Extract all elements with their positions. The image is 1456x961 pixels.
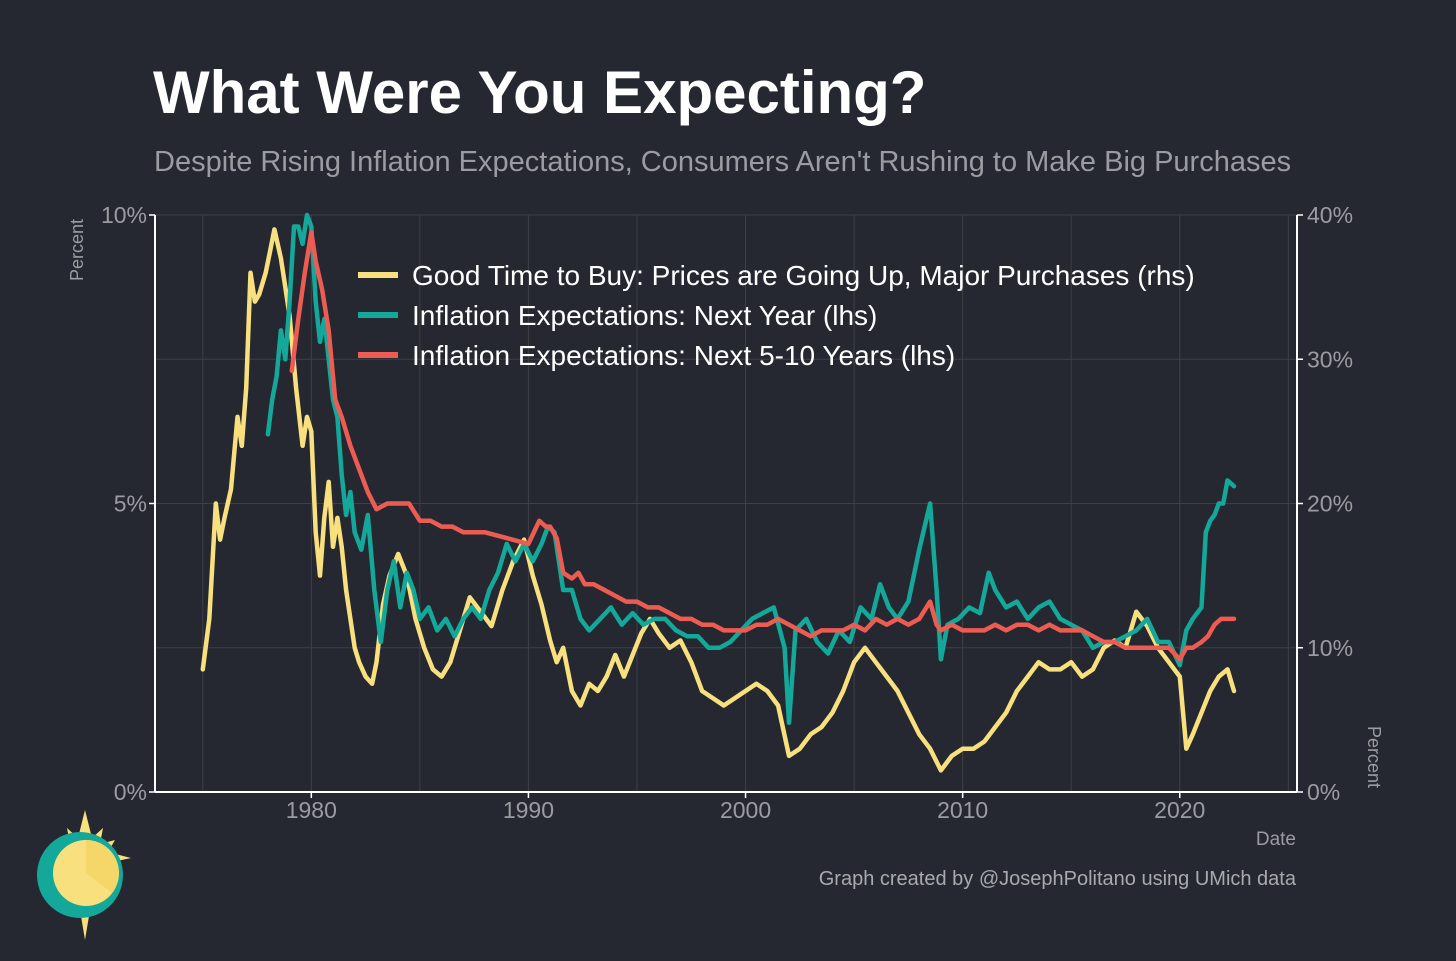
legend-label-2: Inflation Expectations: Next 5-10 Years … <box>412 340 955 371</box>
legend-label-0: Good Time to Buy: Prices are Going Up, M… <box>412 260 1195 291</box>
x-tick-label: 2010 <box>937 797 988 823</box>
series-lines <box>200 212 1237 773</box>
y-right-tick-label: 20% <box>1307 491 1353 517</box>
series-line-2 <box>289 230 1237 662</box>
source-caption: Graph created by @JosephPolitano using U… <box>818 868 1296 890</box>
y-right-tick-label: 0% <box>1307 779 1340 805</box>
y-right-tick-label: 30% <box>1307 346 1353 372</box>
x-tick-label: 1980 <box>286 797 337 823</box>
y-left-tick-label: 10% <box>101 202 147 228</box>
y-left-tick-label: 0% <box>114 779 147 805</box>
legend: Good Time to Buy: Prices are Going Up, M… <box>358 260 1195 371</box>
series-line-0 <box>200 227 1237 773</box>
page-subtitle: Despite Rising Inflation Expectations, C… <box>154 146 1292 178</box>
x-axis-label: Date <box>1256 829 1296 850</box>
x-tick-label: 2000 <box>720 797 771 823</box>
y-axis-right-label: Percent <box>1364 726 1384 788</box>
x-tick-label: 2020 <box>1154 797 1205 823</box>
sun-icon <box>37 810 131 940</box>
y-right-tick-label: 40% <box>1307 202 1353 228</box>
y-right-tick-label: 10% <box>1307 635 1353 661</box>
y-axis-left-label: Percent <box>67 219 87 281</box>
page-title: What Were You Expecting? <box>153 59 927 126</box>
x-tick-label: 1990 <box>503 797 554 823</box>
y-left-tick-label: 5% <box>114 491 147 517</box>
tick-labels: 0% 5% 10% 0% 10% 20% 30% 40% 1980 1990 2000 2010 202… <box>101 202 1353 823</box>
legend-label-1: Inflation Expectations: Next Year (lhs) <box>412 300 877 331</box>
series-line-1 <box>265 212 1237 726</box>
